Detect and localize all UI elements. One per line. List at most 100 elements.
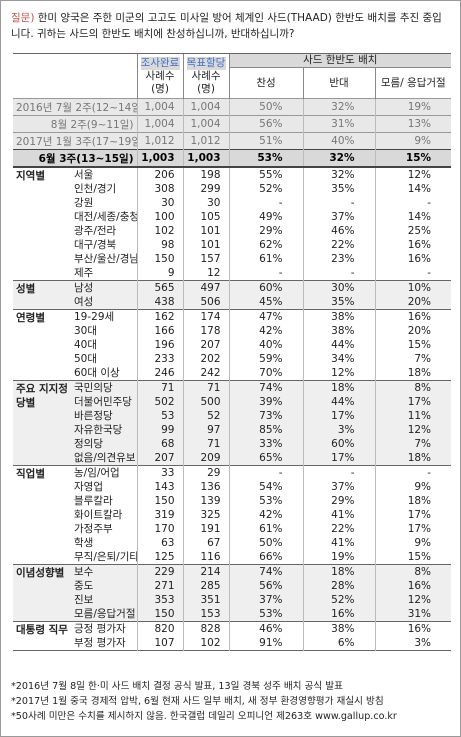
cell: 73% — [228, 409, 303, 423]
cell: 229 — [136, 564, 183, 579]
cell: 22% — [302, 522, 375, 536]
cell: 14% — [374, 182, 452, 196]
cell: 178 — [182, 324, 229, 338]
row-label: 서울 — [71, 166, 137, 182]
cell: 102 — [182, 636, 229, 651]
cell: 12% — [374, 593, 452, 607]
cell: 37% — [228, 593, 303, 607]
cell: 68 — [136, 437, 183, 451]
row: 60대 이상 246 242 70% 12% 18% — [13, 366, 452, 381]
group-label: 직업별 — [13, 465, 71, 565]
cell: 162 — [136, 309, 183, 324]
cell: 74% — [228, 564, 303, 579]
cell: 11% — [374, 409, 452, 423]
cell: 30% — [302, 280, 375, 295]
group: 대통령 직무 긍정 평가자 820 828 46% 38% 16% 부정 평가자 107 102 9… — [13, 621, 452, 651]
cell: - — [302, 465, 375, 480]
row-label: 긍정 평가자 — [71, 621, 137, 636]
cell: 91% — [228, 636, 303, 651]
row: 더불어민주당 502 500 39% 44% 17% — [13, 395, 452, 409]
cell: 325 — [182, 508, 229, 522]
cell: 105 — [182, 210, 229, 224]
cell: 22% — [302, 238, 375, 252]
cell: 242 — [182, 366, 229, 381]
row-label: 가정주부 — [74, 523, 113, 535]
cell: 16% — [374, 238, 452, 252]
cell: 18% — [302, 380, 375, 395]
cell: 37% — [302, 210, 375, 224]
cell: 17% — [374, 522, 452, 536]
cell: 99 — [136, 423, 183, 437]
cell: 18% — [374, 366, 452, 381]
row: 직업별 농/임/어업 33 29- - - — [13, 465, 452, 565]
cell: 30 — [182, 196, 229, 210]
row-label: 강원 — [74, 197, 94, 209]
cell: 1,004 — [136, 98, 183, 116]
cell: 12% — [302, 366, 375, 381]
cell: 1,003 — [182, 149, 229, 168]
cell: 9 — [136, 266, 183, 281]
col-header: 모름/ 응답거절 — [374, 67, 452, 99]
row: 자영업 143 136 54% 37% 9% — [13, 480, 452, 494]
cell: 100 — [136, 210, 183, 224]
cell: 38% — [302, 309, 375, 324]
col-header: 찬성 — [228, 67, 303, 99]
cell: 44% — [302, 395, 375, 409]
header-line: 목표할당 — [186, 56, 226, 70]
cell: 71 — [136, 380, 183, 395]
cell: 198 — [182, 166, 229, 182]
cell: 214 — [182, 564, 229, 579]
cell: 46% — [228, 621, 303, 636]
cell: 6% — [302, 636, 375, 651]
cell: 63 — [136, 536, 183, 550]
cell: 353 — [136, 593, 183, 607]
cell: 9% — [374, 480, 452, 494]
cell: 191 — [182, 522, 229, 536]
cell: 44% — [302, 338, 375, 352]
header-line: 사례수 — [145, 69, 175, 82]
cell: 8% — [374, 380, 452, 395]
cell: 143 — [136, 480, 183, 494]
cell: 29% — [302, 494, 375, 508]
row-label: 바른정당 — [71, 409, 137, 423]
period: 6월 3주(13~15일) — [13, 149, 137, 168]
row: 광주/전라 102 101 29% 46% 25% — [13, 224, 452, 238]
cell: 1,004 — [182, 115, 229, 133]
row-label: 자유한국당 — [71, 423, 137, 437]
cell: 13% — [374, 115, 452, 133]
row: 중도 271 285 56% 28% 16% — [13, 579, 452, 593]
cell: 202 — [182, 352, 229, 366]
row: 블루칼라 150 139 53% 29% 18% — [13, 494, 452, 508]
cell: 107 — [136, 636, 183, 651]
footnote: *2017년 1월 중국 경제적 압박, 6월 현재 사드 일부 배치, 새 정… — [11, 696, 384, 707]
row: 가정주부 170 191 61% 22% 17% — [13, 522, 452, 536]
cell: 153 — [182, 607, 229, 622]
cell: 98 — [136, 238, 183, 252]
row-label: 40대 — [74, 339, 98, 351]
row: 학생 63 67 50% 41% 9% — [13, 536, 452, 550]
cell: 42% — [228, 324, 303, 338]
row-label: 무직/은퇴/기타 — [74, 551, 137, 563]
question: 질문) 한미 양국은 주한 미군의 고고도 미사일 방어 체계인 사드(THAA… — [11, 10, 451, 42]
cell: 59% — [228, 352, 303, 366]
cell: 40% — [228, 338, 303, 352]
cell: 166 — [136, 324, 183, 338]
cell: 246 — [136, 366, 183, 381]
cell: 37% — [302, 480, 375, 494]
row: 여성 438 506 45% 35% 20% — [13, 295, 452, 310]
trend-row: 8월 2주(9~11일) 1,004 1,004 56% 31% 13% — [13, 115, 452, 133]
row: 자유한국당 99 97 85% 3% 12% — [13, 423, 452, 437]
row-label: 여성 — [71, 295, 137, 310]
cell: - — [302, 196, 375, 210]
cell: 1,012 — [136, 132, 183, 150]
row: 부산/울산/경남 150 157 61% 23% 16% — [13, 252, 452, 266]
cell: 136 — [182, 480, 229, 494]
row-label: 대전/세종/충청 — [74, 211, 137, 223]
group: 성별 남성 565 497 60% 30% 10% 여성 438 506 45% 35% 20% — [13, 280, 452, 310]
row: 연령별 19-29세 162 174 47% 38% 16% — [13, 309, 452, 381]
period: 2017년 1월 3주(17~19일) — [13, 132, 137, 150]
cell: 285 — [182, 579, 229, 593]
cell: 46% — [302, 224, 375, 238]
row-label: 50대 — [74, 353, 98, 365]
